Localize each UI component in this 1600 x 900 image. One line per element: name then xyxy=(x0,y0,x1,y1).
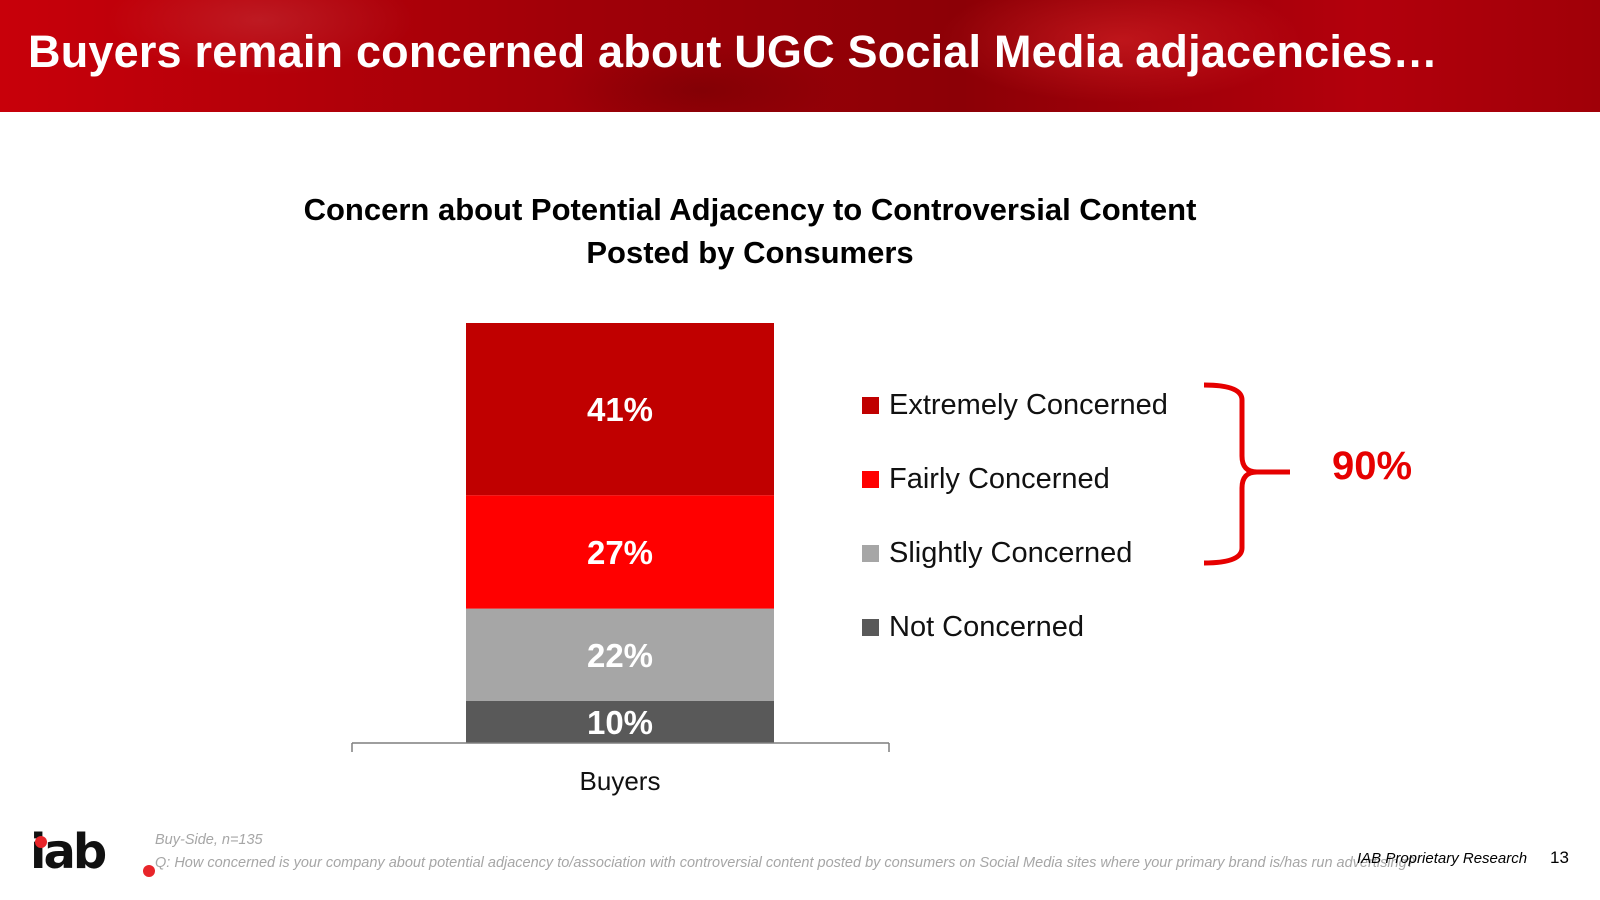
bracket-total-label: 90% xyxy=(1332,444,1413,488)
legend-item-fairly-concerned: Fairly Concerned xyxy=(862,463,1110,495)
bar-value-label-not-concerned: 10% xyxy=(587,704,653,741)
legend-label: Fairly Concerned xyxy=(889,462,1110,495)
iab-logo: iab xyxy=(30,824,155,882)
logo-period-icon xyxy=(143,865,155,877)
slide-title: Buyers remain concerned about UGC Social… xyxy=(28,26,1438,77)
legend-swatch-icon xyxy=(862,544,879,562)
bar-value-label-fairly-concerned: 27% xyxy=(587,534,653,571)
x-axis: Buyers xyxy=(351,742,890,796)
title-banner: Buyers remain concerned about UGC Social… xyxy=(0,0,1600,112)
legend-swatch-icon xyxy=(862,618,879,636)
chart-title-line-1: Concern about Potential Adjacency to Con… xyxy=(303,192,1197,227)
chart-title-line-2: Posted by Consumers xyxy=(586,235,914,270)
page-number: 13 xyxy=(1550,848,1569,867)
legend-label: Not Concerned xyxy=(889,610,1085,643)
legend-label: Extremely Concerned xyxy=(889,388,1168,421)
footer-source: Buy-Side, n=135 xyxy=(155,832,263,848)
legend-item-not-concerned: Not Concerned xyxy=(862,611,1084,643)
chart-title: Concern about Potential Adjacency to Con… xyxy=(250,188,1250,274)
bar-segment-not-concerned xyxy=(466,701,774,743)
bar-value-label-slightly-concerned: 22% xyxy=(587,637,653,674)
logo-dot-icon xyxy=(35,836,47,848)
legend-label: Slightly Concerned xyxy=(889,536,1133,569)
legend-swatch-icon xyxy=(862,470,879,488)
bar-value-label-extremely-concerned: 41% xyxy=(587,391,653,428)
legend-item-extremely-concerned: Extremely Concerned xyxy=(862,389,1168,421)
bar-segment-fairly-concerned xyxy=(466,495,774,609)
footer-question: Q: How concerned is your company about p… xyxy=(155,855,1415,871)
legend-swatch-icon xyxy=(862,396,879,414)
bracket-brace xyxy=(1203,382,1290,566)
bar-value-labels: 10% 22% 27% 41% xyxy=(587,391,653,741)
bar-segment-extremely-concerned xyxy=(466,323,774,496)
x-axis-category-label: Buyers xyxy=(580,766,661,796)
footer-research-label: IAB Proprietary Research xyxy=(1357,850,1528,867)
bar-segment-slightly-concerned xyxy=(466,608,774,701)
bar-segments xyxy=(466,323,774,743)
iab-logo-text: iab xyxy=(30,824,107,880)
legend-item-slightly-concerned: Slightly Concerned xyxy=(862,537,1132,569)
